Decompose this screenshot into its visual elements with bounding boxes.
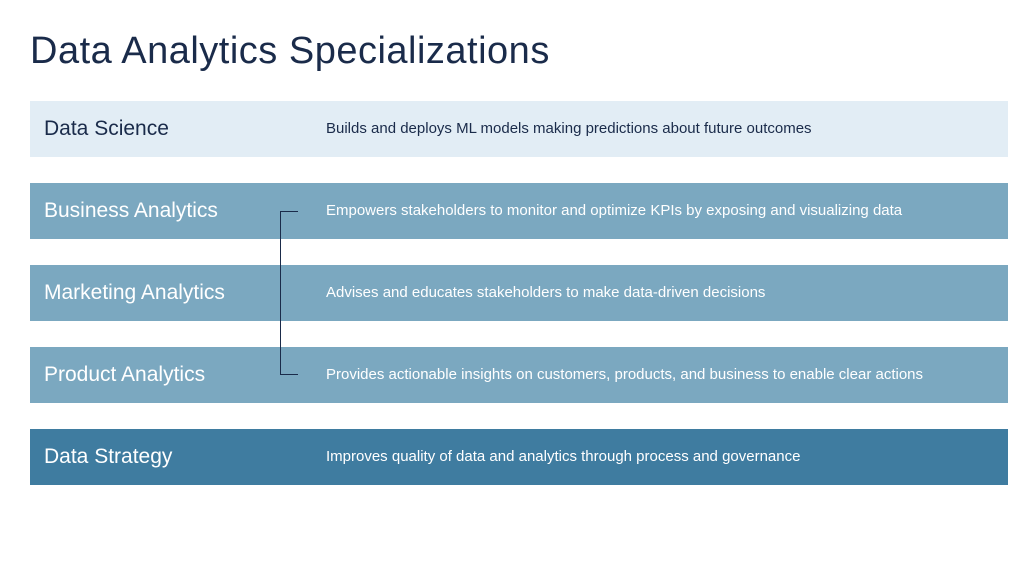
row-label: Data Science	[44, 117, 326, 141]
row-data-strategy: Data StrategyImproves quality of data an…	[30, 429, 1008, 485]
row-data-science: Data ScienceBuilds and deploys ML models…	[30, 101, 1008, 157]
grouping-bracket	[280, 211, 298, 375]
row-description: Improves quality of data and analytics t…	[326, 447, 840, 467]
row-description: Advises and educates stakeholders to mak…	[326, 283, 805, 303]
row-description: Empowers stakeholders to monitor and opt…	[326, 201, 942, 221]
row-product-analytics: Product AnalyticsProvides actionable ins…	[30, 347, 1008, 403]
row-business-analytics: Business AnalyticsEmpowers stakeholders …	[30, 183, 1008, 239]
slide-container: Data Analytics Specializations Data Scie…	[0, 0, 1024, 531]
row-marketing-analytics: Marketing AnalyticsAdvises and educates …	[30, 265, 1008, 321]
row-label: Data Strategy	[44, 445, 326, 469]
rows-host: Data ScienceBuilds and deploys ML models…	[30, 101, 1008, 485]
slide-title: Data Analytics Specializations	[30, 30, 1008, 73]
row-description: Provides actionable insights on customer…	[326, 365, 963, 385]
row-description: Builds and deploys ML models making pred…	[326, 119, 852, 139]
